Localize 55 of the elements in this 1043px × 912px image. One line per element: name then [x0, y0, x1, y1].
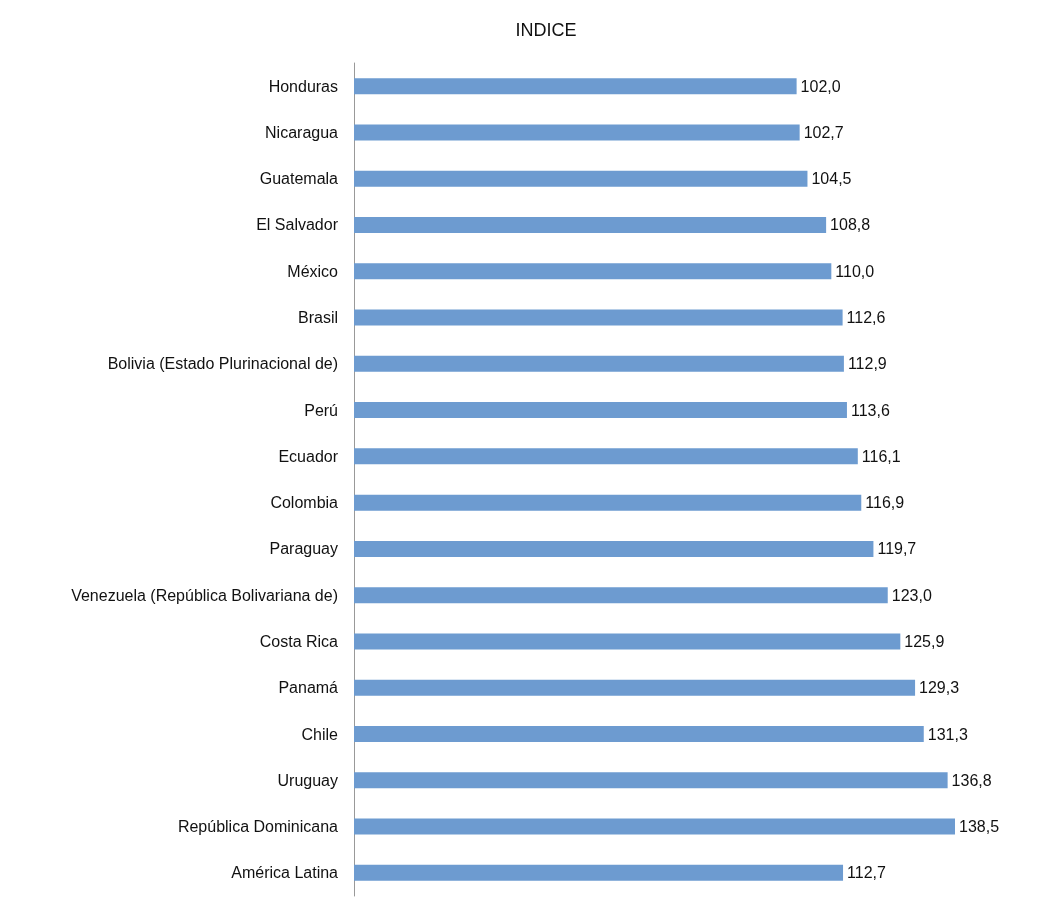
y-tick-label: Nicaragua — [265, 123, 339, 141]
y-tick-label: Brasil — [297, 309, 338, 327]
bar — [354, 78, 797, 95]
y-tick-label: Honduras — [268, 77, 338, 95]
y-tick-label: Bolivia (Estado Plurinacional de) — [107, 355, 338, 373]
bar — [354, 448, 858, 465]
bar — [354, 309, 843, 326]
bar — [354, 263, 832, 280]
y-tick-label: Venezuela (República Bolivariana de) — [71, 586, 338, 604]
y-tick-label: Colombia — [270, 494, 339, 512]
bar — [354, 540, 874, 557]
data-label: 138,5 — [959, 818, 1000, 836]
data-label: 116,1 — [861, 447, 901, 465]
y-tick-label: Chile — [301, 725, 339, 743]
y-tick-label: Guatemala — [259, 170, 339, 188]
bar — [354, 864, 844, 881]
y-tick-label: El Salvador — [256, 216, 339, 234]
bar — [354, 216, 827, 233]
y-tick-label: Paraguay — [269, 540, 338, 558]
bar — [354, 170, 808, 187]
data-label: 116,9 — [865, 494, 905, 512]
data-label: 119,7 — [877, 540, 917, 558]
bar — [354, 402, 847, 419]
bar — [354, 124, 800, 141]
y-tick-label: Perú — [304, 401, 338, 419]
data-label: 102,0 — [800, 77, 841, 95]
data-label: 112,6 — [846, 309, 886, 327]
data-label: 136,8 — [951, 771, 992, 789]
data-label: 108,8 — [830, 216, 871, 234]
y-tick-label: México — [287, 262, 339, 280]
bar — [354, 587, 888, 604]
bar — [354, 355, 844, 372]
y-tick-label: Costa Rica — [259, 632, 339, 650]
bar — [354, 818, 955, 835]
bar — [354, 494, 862, 511]
data-label: 112,9 — [847, 355, 887, 373]
data-label: 129,3 — [919, 679, 960, 697]
y-tick-label: Uruguay — [277, 771, 338, 789]
data-label: 102,7 — [803, 123, 844, 141]
y-tick-label: República Dominicana — [177, 818, 339, 836]
data-label: 110,0 — [835, 262, 875, 280]
bar — [354, 679, 916, 696]
y-tick-label: Ecuador — [278, 447, 339, 465]
data-label: 104,5 — [811, 170, 852, 188]
bar — [354, 772, 948, 789]
data-label: 131,3 — [927, 725, 968, 743]
y-tick-label: Panamá — [278, 679, 339, 697]
bar — [354, 633, 901, 650]
data-label: 123,0 — [891, 586, 932, 604]
data-label: 125,9 — [904, 632, 945, 650]
chart-title: INDICE — [515, 20, 577, 40]
bar — [354, 726, 924, 743]
y-tick-label: América Latina — [231, 864, 339, 882]
data-label: 112,7 — [847, 864, 886, 882]
data-label: 113,6 — [850, 401, 890, 419]
